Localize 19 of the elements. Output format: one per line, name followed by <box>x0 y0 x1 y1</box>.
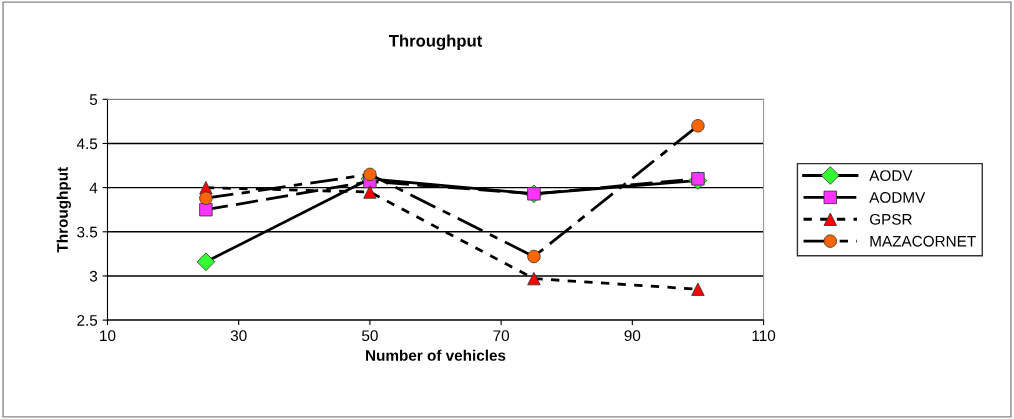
x-axis-title: Number of vehicles <box>366 349 506 361</box>
x-tick-label: 110 <box>752 330 776 342</box>
legend-label: MAZACORNET <box>870 235 976 247</box>
y-tick-label: 5 <box>89 94 98 105</box>
x-tick-label: 10 <box>100 330 116 342</box>
legend-label: AODMV <box>869 192 926 203</box>
y-tick-label: 3.5 <box>77 226 98 238</box>
chart-title: Throughput <box>388 34 483 51</box>
legend-label: GPSR <box>870 213 912 225</box>
y-tick-label: 3 <box>89 270 98 282</box>
x-tick-label: 70 <box>493 330 510 342</box>
x-tick-label: 90 <box>624 330 641 342</box>
y-tick-label: 2.5 <box>77 314 98 326</box>
x-tick-label: 30 <box>230 330 247 342</box>
y-tick-label: 4 <box>89 182 98 194</box>
legend-label: AODV <box>869 170 913 181</box>
x-tick-label: 50 <box>362 330 378 342</box>
y-axis-title: Throughput <box>56 167 71 253</box>
y-tick-label: 4.5 <box>76 138 98 150</box>
